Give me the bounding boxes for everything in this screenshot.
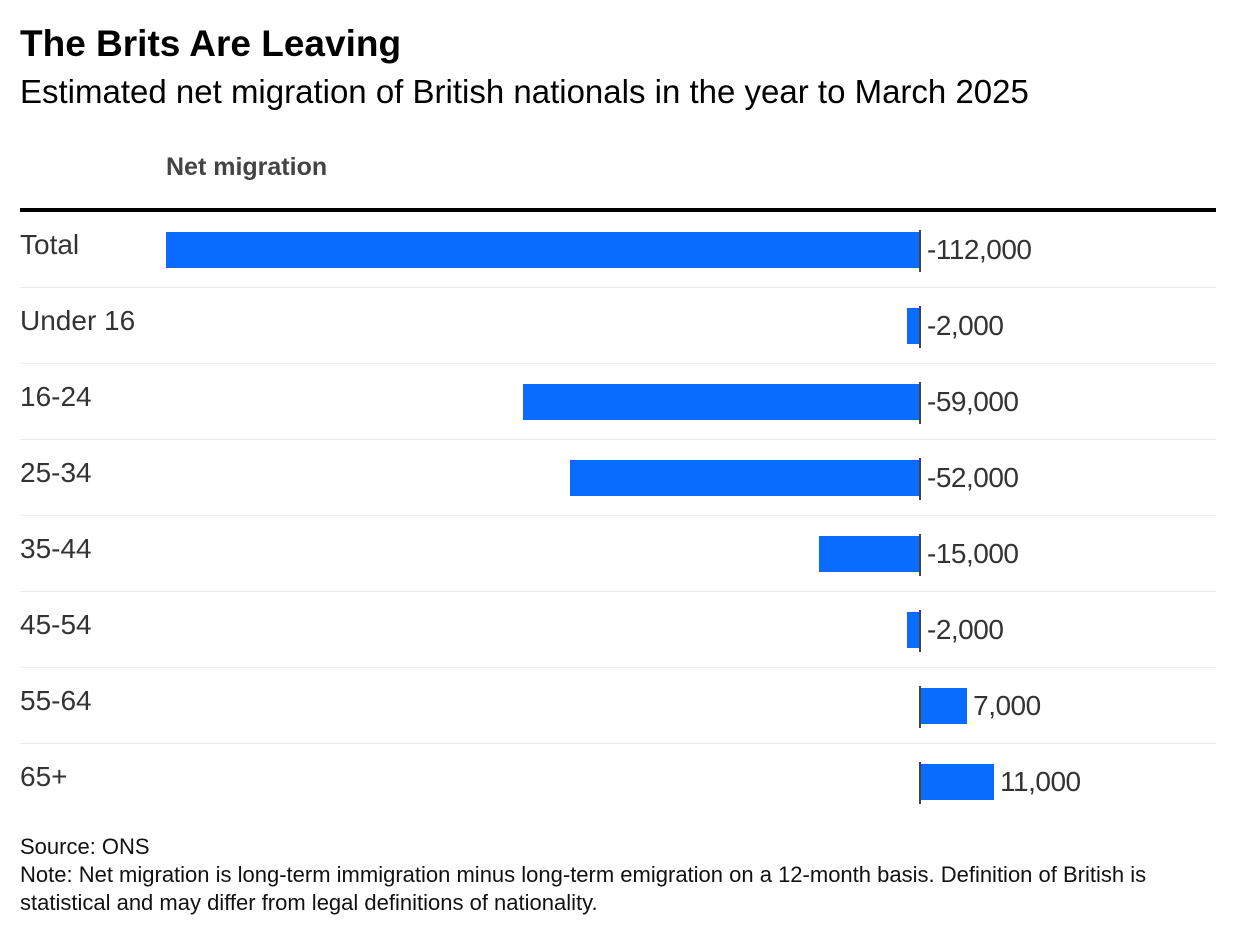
zero-baseline — [919, 762, 921, 804]
chart-row-45-54: 45-54 -2,000 — [20, 592, 1216, 668]
zero-baseline — [919, 534, 921, 576]
bar-55-64 — [920, 688, 968, 724]
footnote: Note: Net migration is long-term immigra… — [20, 862, 1147, 915]
category-label: Total — [20, 229, 80, 260]
chart-row-35-44: 35-44 -15,000 — [20, 516, 1216, 592]
value-label: -15,000 — [927, 538, 1019, 569]
category-label: 25-34 — [20, 457, 92, 488]
chart-row-55-64: 55-64 7,000 — [20, 668, 1216, 744]
value-label: -52,000 — [927, 462, 1019, 493]
row-divider — [20, 287, 1216, 288]
chart-row-16-24: 16-24 -59,000 — [20, 364, 1216, 440]
chart-row-65-plus: 65+ 11,000 — [20, 744, 1216, 820]
category-label: Under 16 — [20, 305, 136, 336]
category-label: 16-24 — [20, 381, 92, 412]
bar-65-plus — [920, 764, 995, 800]
row-divider — [20, 363, 1216, 364]
row-divider — [20, 591, 1216, 592]
chart-row-total: Total -112,000 — [20, 212, 1216, 288]
category-label: 35-44 — [20, 533, 92, 564]
value-label: -112,000 — [927, 234, 1032, 265]
bar-45-54 — [906, 612, 920, 648]
category-label: 45-54 — [20, 609, 92, 640]
row-divider — [20, 667, 1216, 668]
bar-35-44 — [819, 536, 920, 572]
value-label: -59,000 — [927, 386, 1019, 417]
column-header-net-migration: Net migration — [166, 153, 328, 181]
bar-25-34 — [569, 460, 920, 496]
zero-baseline — [919, 458, 921, 500]
zero-baseline — [919, 230, 921, 272]
header-rule — [20, 208, 1216, 212]
zero-baseline — [919, 610, 921, 652]
value-label: 7,000 — [973, 690, 1041, 721]
row-divider — [20, 439, 1216, 440]
value-label: -2,000 — [927, 614, 1004, 645]
chart-title: The Brits Are Leaving — [20, 23, 402, 64]
bar-under-16 — [906, 308, 920, 344]
value-label: -2,000 — [927, 310, 1004, 341]
zero-baseline — [919, 306, 921, 348]
bar-total — [166, 232, 920, 268]
source-note: Source: ONS — [20, 834, 150, 859]
value-label: 11,000 — [1000, 766, 1081, 797]
chart-row-under-16: Under 16 -2,000 — [20, 288, 1216, 364]
chart-row-25-34: 25-34 -52,000 — [20, 440, 1216, 516]
category-label: 65+ — [20, 761, 68, 792]
row-divider — [20, 743, 1216, 744]
row-divider — [20, 515, 1216, 516]
bar-16-24 — [522, 384, 920, 420]
category-label: 55-64 — [20, 685, 92, 716]
zero-baseline — [919, 382, 921, 424]
chart-subtitle: Estimated net migration of British natio… — [20, 73, 1029, 110]
zero-baseline — [919, 686, 921, 728]
